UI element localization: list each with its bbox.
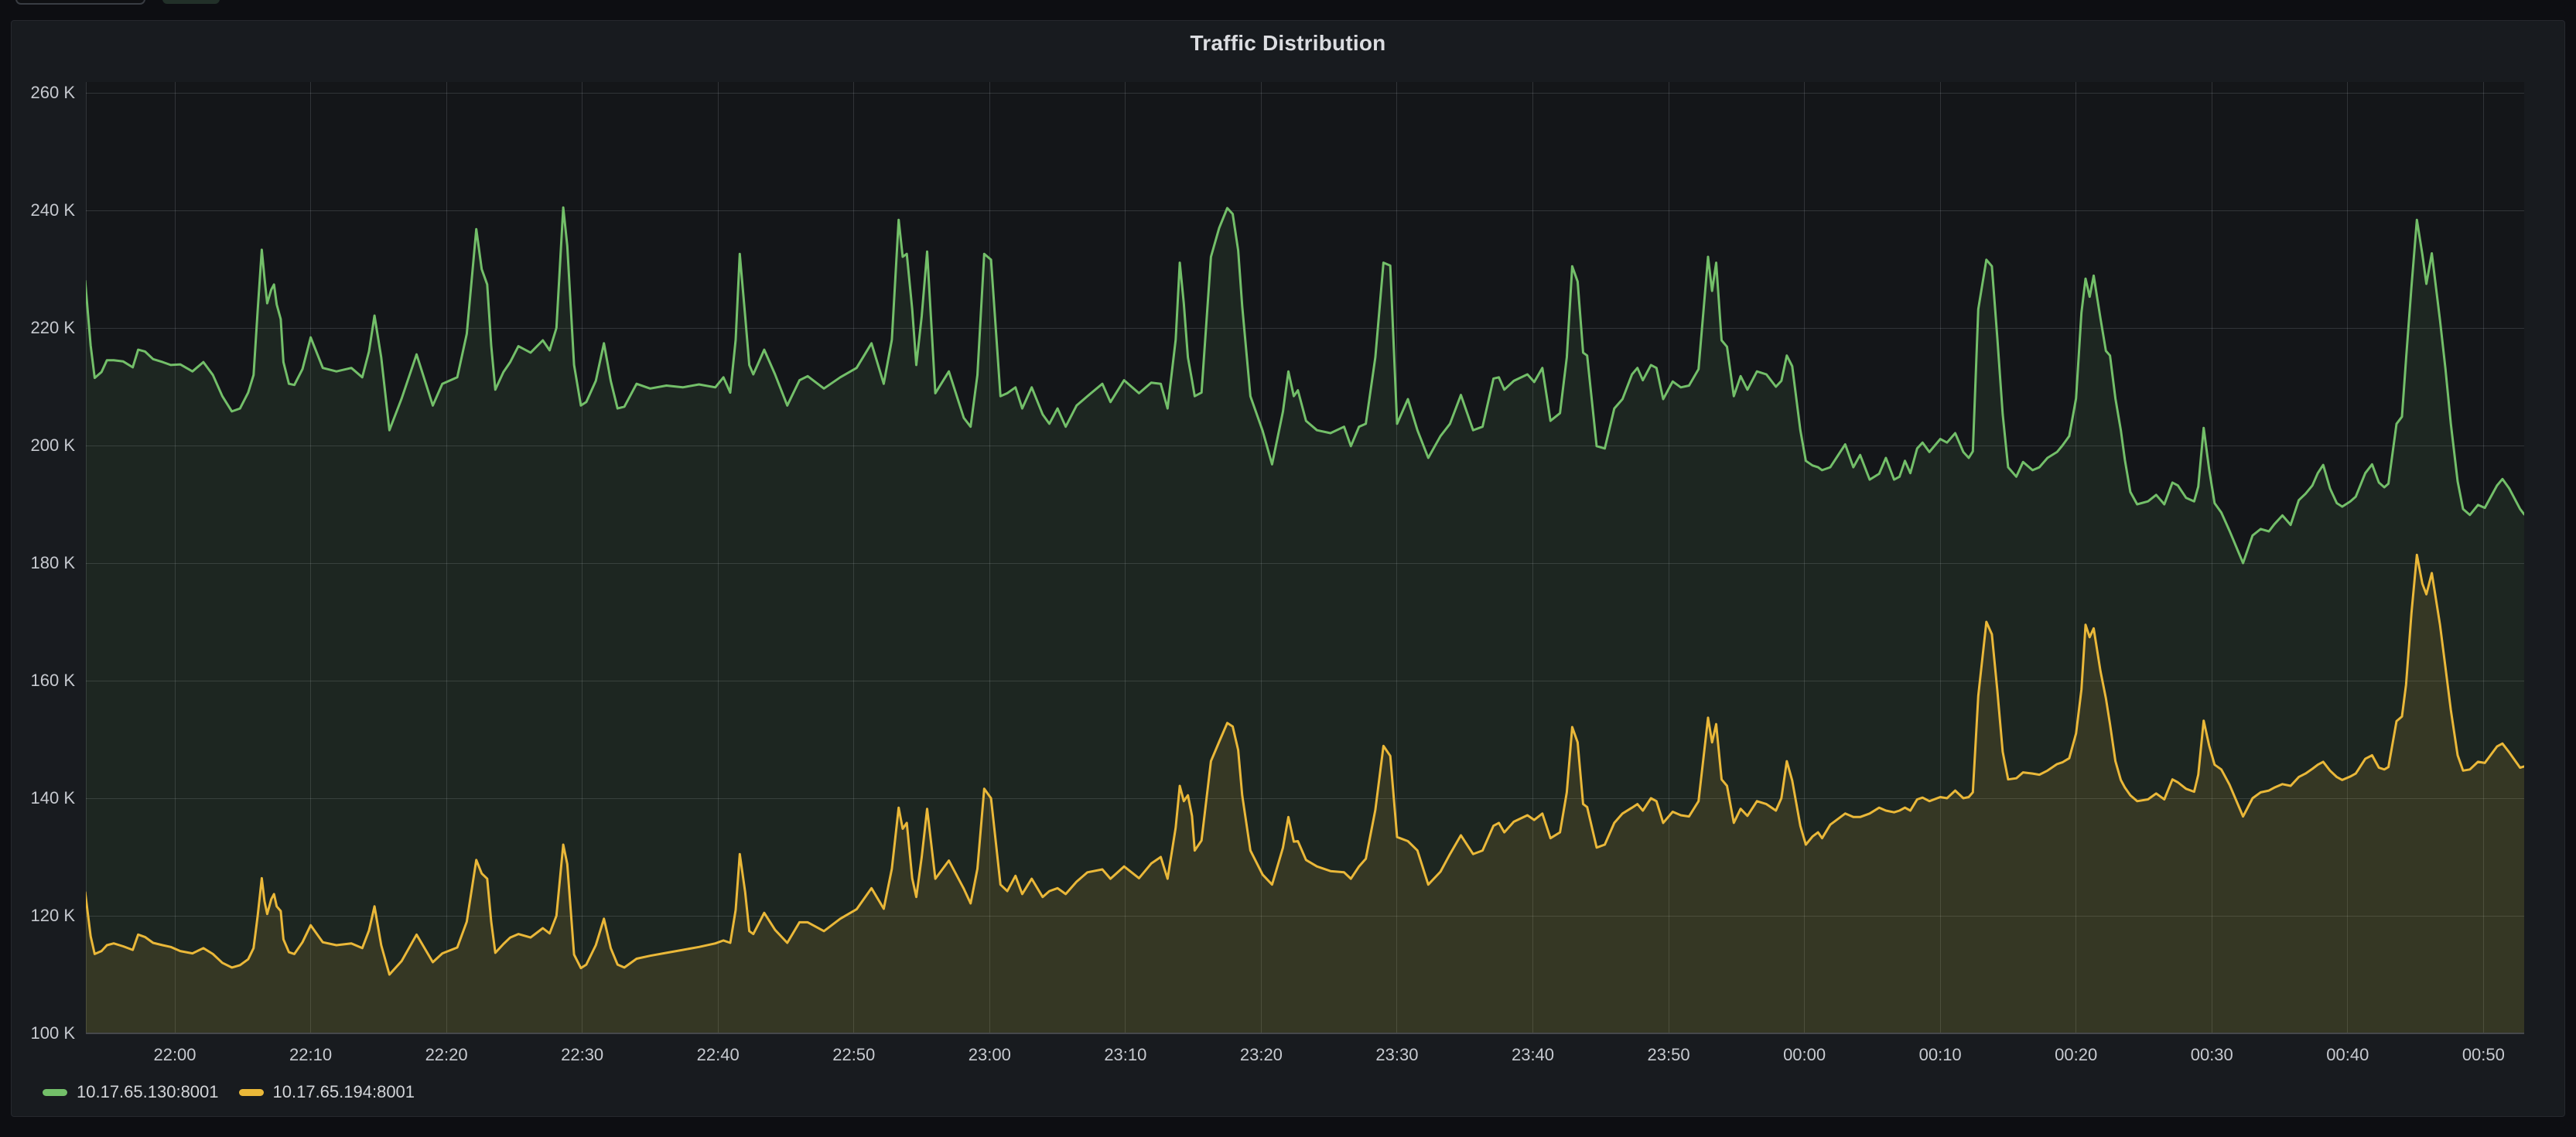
gridline-v-left-edge — [86, 82, 87, 1033]
y-tick-160: 160 K — [30, 671, 76, 690]
gridline-v-00:00 — [1804, 82, 1806, 1033]
x-tick-00:20: 00:20 — [2055, 1045, 2098, 1064]
x-tick-22:00: 22:00 — [153, 1045, 196, 1064]
gridline-v-22:00 — [174, 82, 176, 1033]
x-tick-23:50: 23:50 — [1647, 1045, 1690, 1064]
gridline-v-22:10 — [310, 82, 312, 1033]
x-tick-00:00: 00:00 — [1783, 1045, 1826, 1064]
gridline-v-22:50 — [853, 82, 855, 1033]
y-tick-120: 120 K — [30, 906, 76, 925]
gridline-h-260 — [86, 92, 2524, 94]
toolbar-button-partial-2[interactable] — [162, 0, 220, 4]
plot-area[interactable] — [86, 82, 2524, 1034]
gridline-h-220 — [86, 327, 2524, 329]
gridline-v-00:20 — [2075, 82, 2077, 1033]
x-tick-22:10: 22:10 — [289, 1045, 333, 1064]
gridline-v-23:20 — [1260, 82, 1262, 1033]
panel-title: Traffic Distribution — [1190, 31, 1386, 55]
gridline-v-23:40 — [1532, 82, 1533, 1033]
gridline-h-120 — [86, 915, 2524, 917]
series-green-label: 10.17.65.130:8001 — [77, 1082, 219, 1101]
y-axis-labels: 260 K 240 K 220 K 200 K 180 K 160 K 140 K 120 K… — [12, 82, 78, 1043]
gridline-v-22:40 — [717, 82, 719, 1033]
x-axis-line — [86, 1033, 2524, 1034]
series-yellow-swatch — [238, 1088, 264, 1096]
x-tick-23:20: 23:20 — [1239, 1045, 1283, 1064]
series-green-area — [86, 207, 2524, 1033]
y-tick-240: 240 K — [30, 200, 76, 220]
series-yellow-label: 10.17.65.194:8001 — [272, 1082, 415, 1101]
x-tick-23:10: 23:10 — [1104, 1045, 1147, 1064]
y-tick-220: 220 K — [30, 318, 76, 337]
gridline-v-23:00 — [989, 82, 990, 1033]
legend-item-yellow[interactable]: 10.17.65.194:8001 — [238, 1082, 415, 1102]
x-tick-23:40: 23:40 — [1511, 1045, 1555, 1064]
gridline-h-180 — [86, 562, 2524, 564]
x-tick-22:50: 22:50 — [832, 1045, 876, 1064]
toolbar-button-partial-1[interactable] — [15, 0, 145, 5]
gridline-h-240 — [86, 210, 2524, 211]
x-tick-22:30: 22:30 — [561, 1045, 604, 1064]
gridline-v-23:30 — [1396, 82, 1398, 1033]
x-tick-22:40: 22:40 — [696, 1045, 740, 1064]
y-tick-100: 100 K — [30, 1023, 76, 1043]
gridline-v-00:50 — [2482, 82, 2484, 1033]
x-tick-23:00: 23:00 — [968, 1045, 1011, 1064]
gridline-v-22:20 — [446, 82, 447, 1033]
series-yellow-line[interactable] — [86, 553, 2524, 976]
gridline-v-23:10 — [1125, 82, 1126, 1033]
gridline-v-22:30 — [582, 82, 583, 1033]
y-tick-200: 200 K — [30, 435, 76, 455]
y-tick-260: 260 K — [30, 83, 76, 102]
x-tick-22:20: 22:20 — [425, 1045, 468, 1064]
x-tick-23:30: 23:30 — [1375, 1045, 1419, 1064]
legend-item-green[interactable]: 10.17.65.130:8001 — [43, 1082, 219, 1102]
series-green-line[interactable] — [86, 206, 2524, 565]
x-tick-00:30: 00:30 — [2190, 1045, 2233, 1064]
gridline-v-00:10 — [1939, 82, 1941, 1033]
timeseries-chart[interactable] — [86, 82, 2524, 1033]
traffic-distribution-panel: Traffic Distribution 260 K 240 K 220 K 200 … — [11, 20, 2565, 1117]
gridline-h-140 — [86, 797, 2524, 799]
legend: 10.17.65.130:8001 10.17.65.194:8001 — [43, 1079, 415, 1105]
y-tick-140: 140 K — [30, 788, 76, 808]
series-yellow-area — [86, 555, 2524, 1033]
x-tick-00:40: 00:40 — [2326, 1045, 2369, 1064]
gridline-v-00:40 — [2347, 82, 2349, 1033]
y-tick-180: 180 K — [30, 553, 76, 572]
series-green-swatch — [43, 1088, 67, 1096]
x-tick-00:10: 00:10 — [1918, 1045, 1962, 1064]
x-axis-labels: 22:00 22:10 22:20 22:30 22:40 22:50 23:00 23:10… — [86, 1045, 2524, 1068]
x-tick-00:50: 00:50 — [2462, 1045, 2505, 1064]
